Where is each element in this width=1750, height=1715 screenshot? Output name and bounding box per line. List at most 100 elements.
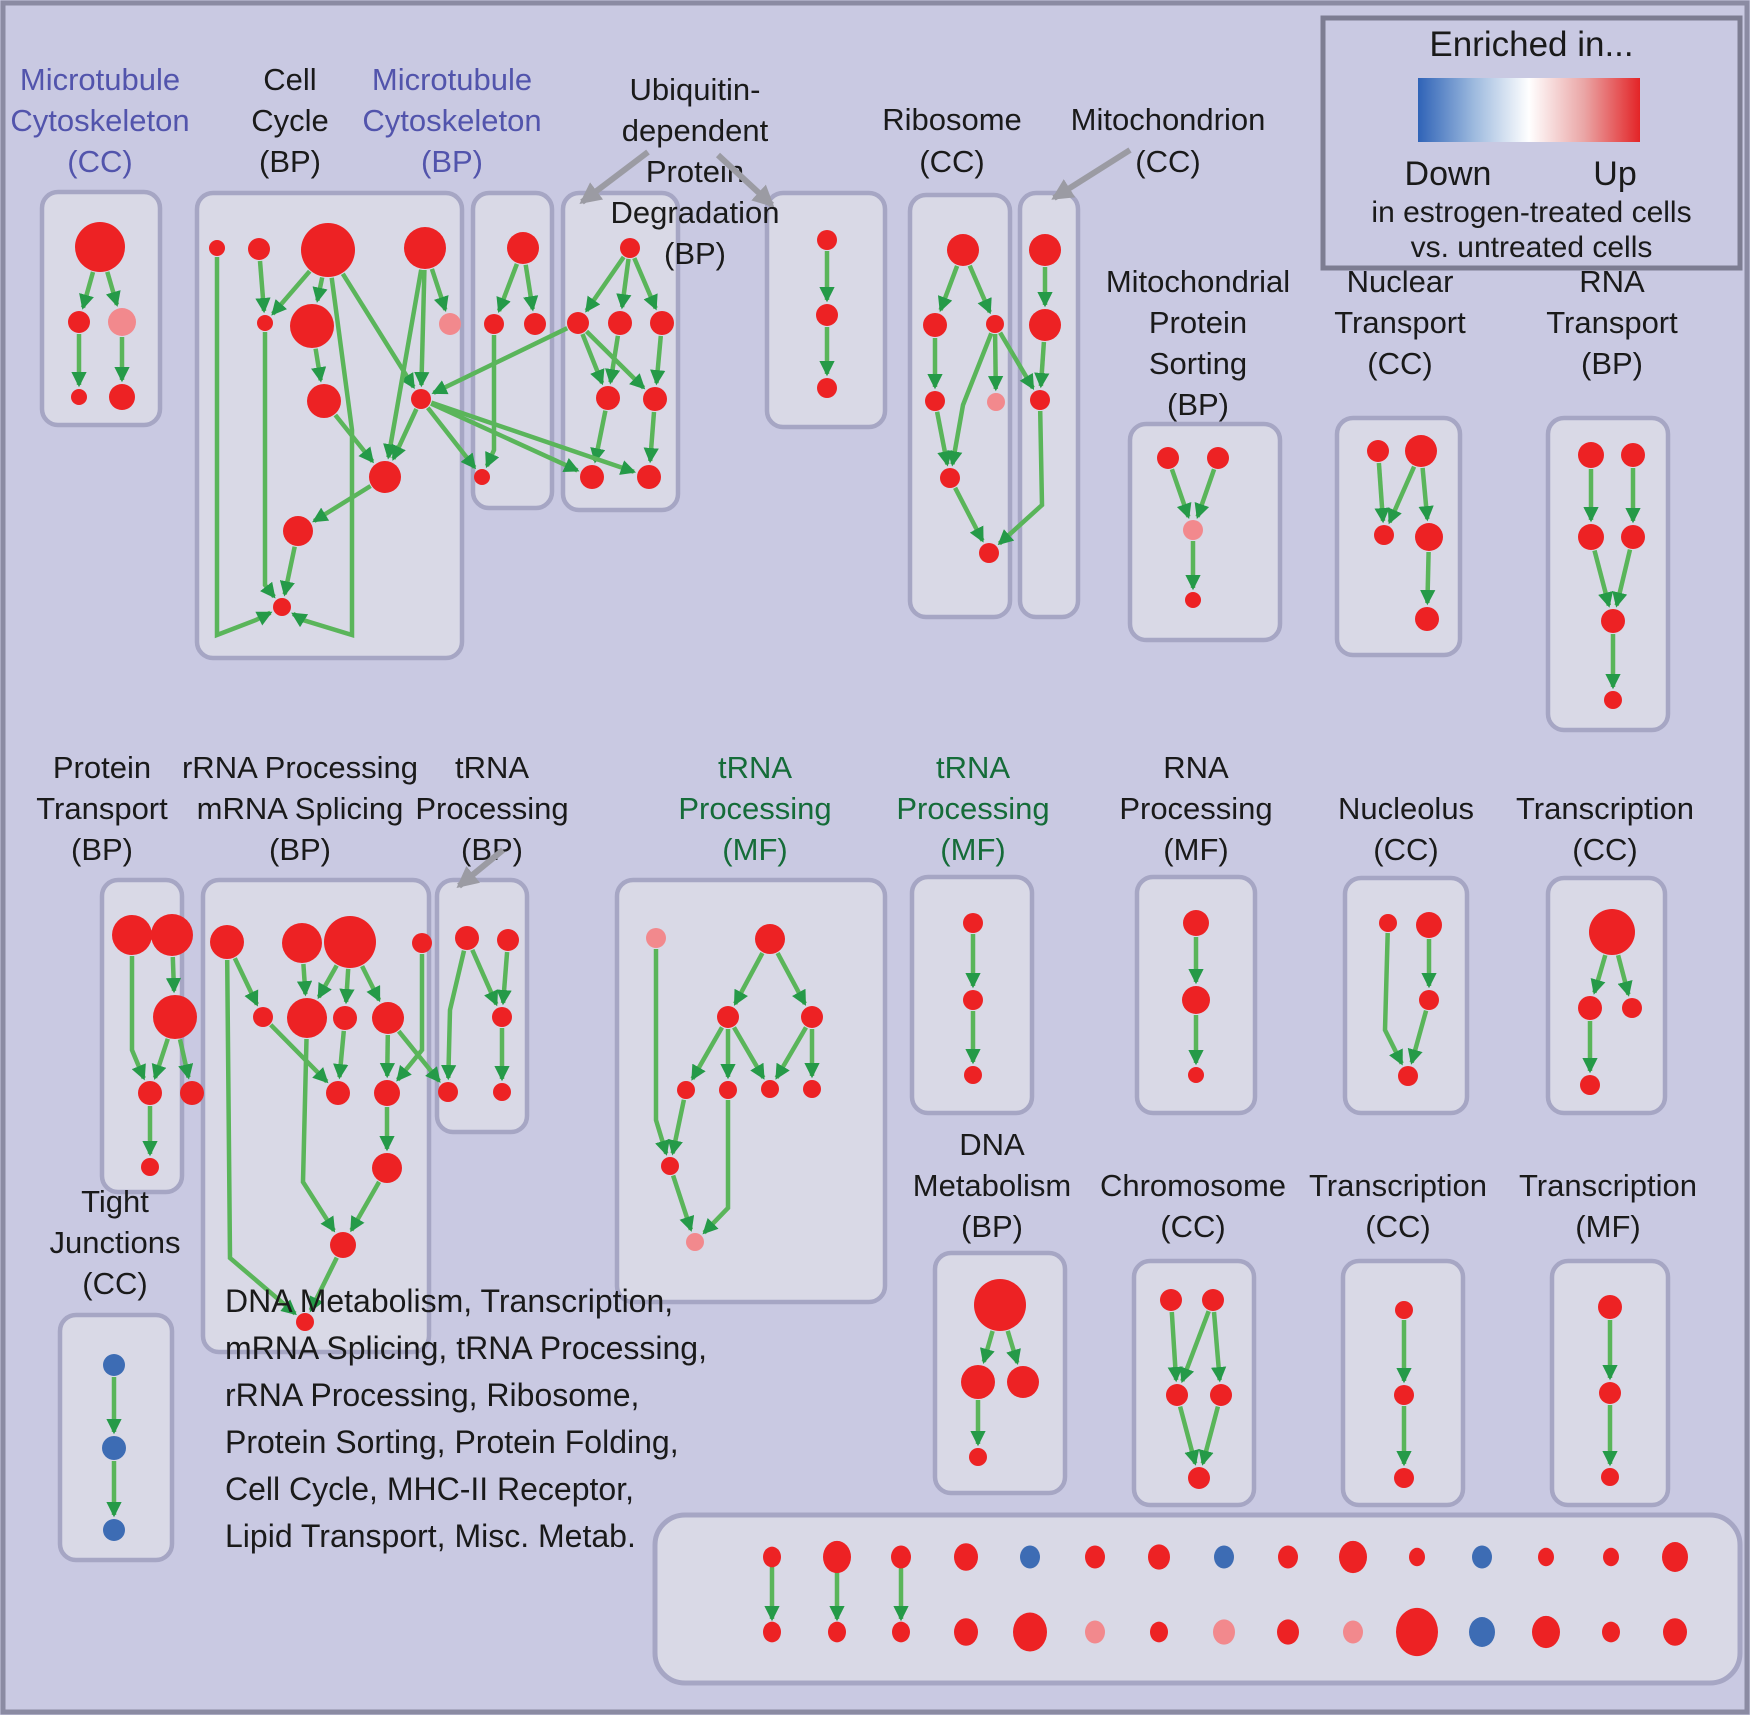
ubiquitin-a-edge-t-m1: [584, 255, 626, 313]
note-line-3: Protein Sorting, Protein Folding,: [225, 1424, 679, 1460]
microtubule-bp-node-m1: [484, 314, 504, 334]
rrna-node-l: [330, 1232, 356, 1258]
protein-transport-edge-t2-m: [165, 956, 182, 994]
mito-sorting-node-t1: [1157, 447, 1179, 469]
cell-cycle-edge-n4-n10: [383, 269, 424, 460]
nucleolus-edge-s-b: [1382, 932, 1404, 1066]
ubiquitin-a-label-line-1: dependent: [622, 113, 769, 148]
chromosome-label-line-1: (CC): [1160, 1209, 1225, 1244]
misc-dot-top-7: [1214, 1545, 1234, 1569]
rrna-node-i: [326, 1081, 350, 1105]
transcription-mf-node-c: [1601, 1468, 1619, 1486]
misc-dot-bottom-13: [1602, 1621, 1620, 1643]
trna-bp-node-t2: [497, 929, 519, 951]
misc-dot-bottom-14: [1663, 1618, 1687, 1646]
transcription-cc-bot-label-line-0: Transcription: [1309, 1168, 1487, 1203]
ubiquitin-a-node-m3: [650, 311, 674, 335]
ribosome-edge-c-d: [934, 411, 953, 467]
chromosome-node-m2: [1210, 1384, 1232, 1406]
transcription-cc-bot-node-a: [1395, 1301, 1413, 1319]
ubiquitin-a-label-line-2: Protein: [646, 154, 744, 189]
mitochondrion-label-line-1: (CC): [1135, 144, 1200, 179]
cell-cycle-node-n5: [439, 313, 461, 335]
microtubule-bp-label-line-2: (BP): [421, 144, 483, 179]
annotation-arrow-2: [1051, 147, 1132, 201]
misc-dot-bottom-0: [763, 1621, 781, 1643]
transcription-mf-node-b: [1599, 1382, 1621, 1404]
microtubule-bp-label-line-0: Microtubule: [372, 62, 532, 97]
legend-gradient-bar: [1418, 78, 1640, 142]
microtubule-bp-label-line-1: Cytoskeleton: [362, 103, 541, 138]
dna-metabolism-edge-t-m1: [980, 1330, 995, 1365]
legend-subline-2: vs. untreated cells: [1411, 231, 1653, 264]
rrna-edge-l-m: [308, 1256, 339, 1313]
trna-bp-edge-t2-m: [496, 951, 512, 1006]
annotation-arrow-3: [456, 847, 505, 889]
mito-sorting-label-line-1: Protein: [1149, 305, 1247, 340]
dna-metabolism-label-line-0: DNA: [959, 1127, 1025, 1162]
ubiquitin-a-node-b2: [637, 465, 661, 489]
ubiquitin-a-node-m1: [567, 312, 589, 334]
transcription-cc-mid-label-line-0: Transcription: [1516, 791, 1694, 826]
ubiquitin-a-label-line-3: Degradation: [611, 195, 780, 230]
annotation-arrow-0: [579, 149, 650, 205]
mitochondrion-node-c1: [1029, 234, 1061, 266]
mito-sorting-edge-t2-p: [1194, 468, 1217, 519]
transcription-cc-bot-node-b: [1394, 1385, 1414, 1405]
transcription-cc-bot-label-line-1: (CC): [1365, 1209, 1430, 1244]
ubiquitin-a-edge-t-m2: [616, 258, 632, 310]
trna-mf-big-node-b: [686, 1233, 704, 1251]
transcription-cc-mid-node-b: [1580, 1075, 1600, 1095]
rna-transport-box: [1545, 415, 1671, 733]
cell-cycle-node-n1: [209, 240, 225, 256]
rrna-node-a: [210, 925, 244, 959]
misc-dot-bottom-1: [828, 1621, 846, 1643]
note-line-1: mRNA Splicing, tRNA Processing,: [225, 1330, 707, 1366]
rna-transport-edge-m1-c: [1592, 549, 1614, 608]
mitochondrion-edge-c2-c3: [1034, 341, 1050, 389]
trna-bp-edge-t1-l1: [440, 950, 467, 1081]
chromosome-edge-t1-m1: [1167, 1311, 1183, 1383]
misc-dot-bottom-11: [1469, 1617, 1495, 1647]
ribosome-node-d: [940, 468, 960, 488]
nuclear-transport-node-b: [1415, 607, 1439, 631]
rrna-node-g: [333, 1006, 357, 1030]
nucleolus-label-line-1: (CC): [1373, 832, 1438, 867]
protein-transport-label-line-0: Protein: [53, 750, 151, 785]
rrna-label-line-2: (BP): [269, 832, 331, 867]
ubiquitin-b-node-b: [816, 304, 838, 326]
chromosome-node-m1: [1166, 1384, 1188, 1406]
misc-dot-top-10: [1409, 1547, 1425, 1567]
nuclear-transport-node-m1: [1374, 525, 1394, 545]
mitochondrion-node-c3: [1030, 390, 1050, 410]
chromosome-node-t1: [1160, 1289, 1182, 1311]
rrna-edge-d-j: [395, 954, 425, 1082]
misc-dot-top-5: [1085, 1545, 1105, 1569]
rna-proc-mf-label-line-1: Processing: [1119, 791, 1272, 826]
rrna-edge-g-i: [333, 1030, 349, 1080]
transcription-mf-label-line-1: (MF): [1575, 1209, 1640, 1244]
rrna-node-b: [282, 923, 322, 963]
rrna-edge-h-j: [379, 1034, 396, 1079]
mito-sorting-label-line-0: Mitochondrial: [1106, 264, 1290, 299]
tight-junctions-node-c: [103, 1519, 125, 1541]
nucleolus-label-line-0: Nucleolus: [1338, 791, 1474, 826]
cell-cycle-edge-n9-n10: [391, 408, 419, 461]
misc-dot-bottom-10: [1396, 1607, 1438, 1657]
chromosome-node-b: [1188, 1467, 1210, 1489]
mitochondrion-node-c2: [1029, 309, 1061, 341]
rrna-edge-a-e: [232, 957, 259, 1007]
cell-cycle-edge-n4-n9: [414, 269, 430, 388]
cell-cycle-edge-n10-n11: [312, 484, 372, 523]
misc-dot-top-9: [1339, 1540, 1367, 1574]
cell-cycle-edge-n1-n12: [214, 257, 273, 639]
ubiquitin-a-node-b1: [580, 465, 604, 489]
rrna-node-c: [324, 916, 376, 968]
trna-mf-big-edge-m1-r1: [690, 1026, 724, 1081]
ribosome-edge-d-e: [953, 486, 985, 543]
transcription-cc-bot-node-c: [1394, 1468, 1414, 1488]
trna-mf-big-box: [614, 877, 888, 1305]
trna-bp-node-l1: [438, 1082, 458, 1102]
protein-transport-node-b: [141, 1158, 159, 1176]
ubiquitin-a-node-l2: [643, 387, 667, 411]
